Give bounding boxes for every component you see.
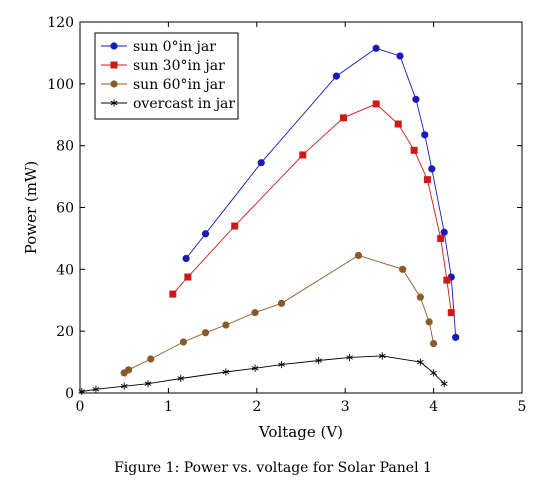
series-4 — [78, 352, 448, 396]
x-tick-label: 2 — [252, 399, 261, 415]
series-line — [123, 254, 435, 374]
legend-entry: sun 30°in jar — [101, 58, 225, 74]
data-point — [372, 100, 380, 108]
legend-swatch-marker — [110, 80, 118, 88]
data-point — [443, 276, 451, 284]
data-point — [440, 380, 448, 388]
data-point — [440, 228, 448, 236]
series-2 — [169, 100, 455, 317]
data-point — [332, 72, 340, 80]
data-point — [378, 352, 386, 360]
data-point — [372, 44, 380, 52]
data-point — [92, 385, 100, 393]
data-point — [125, 366, 133, 374]
x-tick-label: 3 — [341, 399, 350, 415]
axes: 0 1 2 3 4 5 0 20 40 60 80 100 120 — [47, 15, 526, 415]
data-point — [231, 222, 239, 230]
data-point — [120, 382, 128, 390]
legend-swatch-marker — [110, 42, 118, 50]
data-point — [354, 251, 363, 260]
data-point — [277, 299, 286, 307]
data-point — [399, 265, 407, 273]
legend-label: sun 30°in jar — [133, 58, 225, 74]
y-tick-label: 80 — [56, 139, 74, 155]
data-point — [339, 114, 347, 122]
legend-entry: sun 60°in jar — [101, 77, 225, 93]
legend: sun 0°in jar sun 30°in jar sun 60°in jar ov… — [94, 32, 239, 120]
data-point — [278, 360, 285, 369]
data-point — [428, 165, 436, 173]
y-tick-label: 20 — [56, 324, 74, 340]
legend-label: sun 0°in jar — [133, 39, 216, 55]
data-point — [222, 368, 230, 376]
series-1 — [182, 44, 460, 341]
data-point — [346, 353, 353, 362]
data-point — [251, 364, 259, 372]
y-tick-label: 40 — [56, 262, 74, 278]
data-point — [184, 273, 192, 281]
data-point — [396, 52, 404, 60]
data-point — [299, 151, 307, 159]
x-axis-label: Voltage (V) — [258, 423, 343, 441]
series-line — [185, 47, 457, 338]
data-point — [430, 369, 437, 377]
data-point — [169, 290, 177, 298]
data-point — [437, 234, 445, 242]
data-point — [182, 254, 190, 263]
data-point — [257, 159, 265, 167]
data-point — [177, 374, 185, 383]
legend-box — [94, 32, 239, 120]
series-line — [172, 103, 452, 313]
x-tick-label: 1 — [164, 399, 173, 415]
data-point — [144, 380, 152, 388]
data-point — [179, 338, 188, 346]
x-tick-label: 4 — [429, 399, 438, 415]
y-tick-label: 0 — [65, 386, 74, 402]
data-point — [416, 293, 424, 301]
data-point — [447, 309, 455, 317]
data-point — [452, 333, 460, 341]
y-tick-label: 60 — [56, 201, 74, 217]
data-point — [222, 321, 230, 329]
legend-label: sun 60°in jar — [133, 77, 225, 93]
data-point — [416, 358, 424, 366]
y-axis-label: Power (mW) — [22, 161, 40, 255]
figure-caption: Figure 1: Power vs. voltage for Solar Pa… — [114, 460, 432, 476]
data-point — [394, 120, 402, 128]
series-3 — [120, 251, 438, 377]
data-point — [421, 131, 429, 139]
data-point — [423, 176, 431, 184]
data-point — [201, 230, 210, 238]
y-tick-label: 100 — [47, 77, 74, 93]
x-tick-label: 0 — [76, 399, 85, 415]
data-point — [315, 356, 323, 365]
legend-swatch-marker — [110, 99, 118, 107]
legend-entry: overcast in jar — [101, 96, 235, 112]
y-tick-label: 120 — [47, 15, 74, 31]
data-point — [410, 146, 418, 154]
x-tick-label: 5 — [518, 399, 527, 415]
series-line — [81, 355, 445, 392]
legend-label: overcast in jar — [133, 96, 235, 112]
legend-entry: sun 0°in jar — [101, 39, 216, 55]
data-point — [251, 309, 259, 317]
data-point — [425, 318, 433, 326]
data-point — [147, 355, 155, 363]
legend-swatch-marker — [110, 61, 118, 69]
plot-marks — [78, 44, 460, 396]
data-point — [201, 329, 210, 337]
data-point — [412, 95, 420, 103]
data-point — [430, 339, 438, 348]
